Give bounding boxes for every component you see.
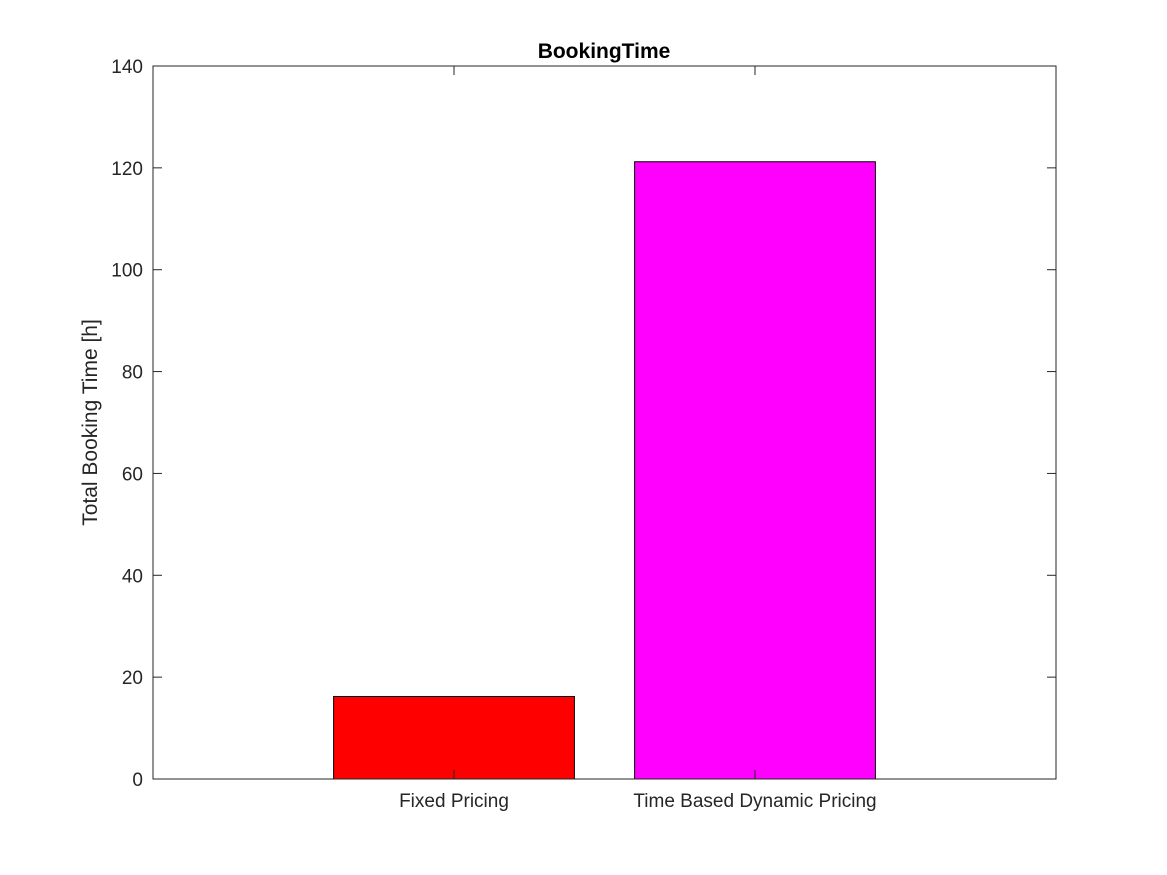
y-tick-label: 40 [122, 566, 143, 587]
y-tick-label: 140 [111, 57, 143, 78]
x-tick-label: Fixed Pricing [399, 791, 509, 812]
x-tick-label: Time Based Dynamic Pricing [633, 791, 876, 812]
y-tick-label: 80 [122, 363, 143, 384]
y-tick-label: 120 [111, 159, 143, 180]
y-axis-title: Total Booking Time [h] [79, 319, 102, 526]
ticks-layer: 0 20 40 60 80 100 120 140 Fixed Pricing Time Base… [111, 57, 1056, 812]
y-tick-label: 60 [122, 464, 143, 485]
bar-time-based-dynamic-pricing [634, 161, 876, 780]
plot-frame [152, 65, 1057, 780]
axes-layer [152, 65, 1057, 780]
bar-fixed-pricing [333, 695, 575, 780]
y-tick-label: 0 [132, 770, 143, 791]
chart-title: BookingTime [538, 40, 671, 63]
y-tick-label: 20 [122, 668, 143, 689]
y-tick-label: 100 [111, 261, 143, 282]
bars-layer [333, 161, 876, 780]
